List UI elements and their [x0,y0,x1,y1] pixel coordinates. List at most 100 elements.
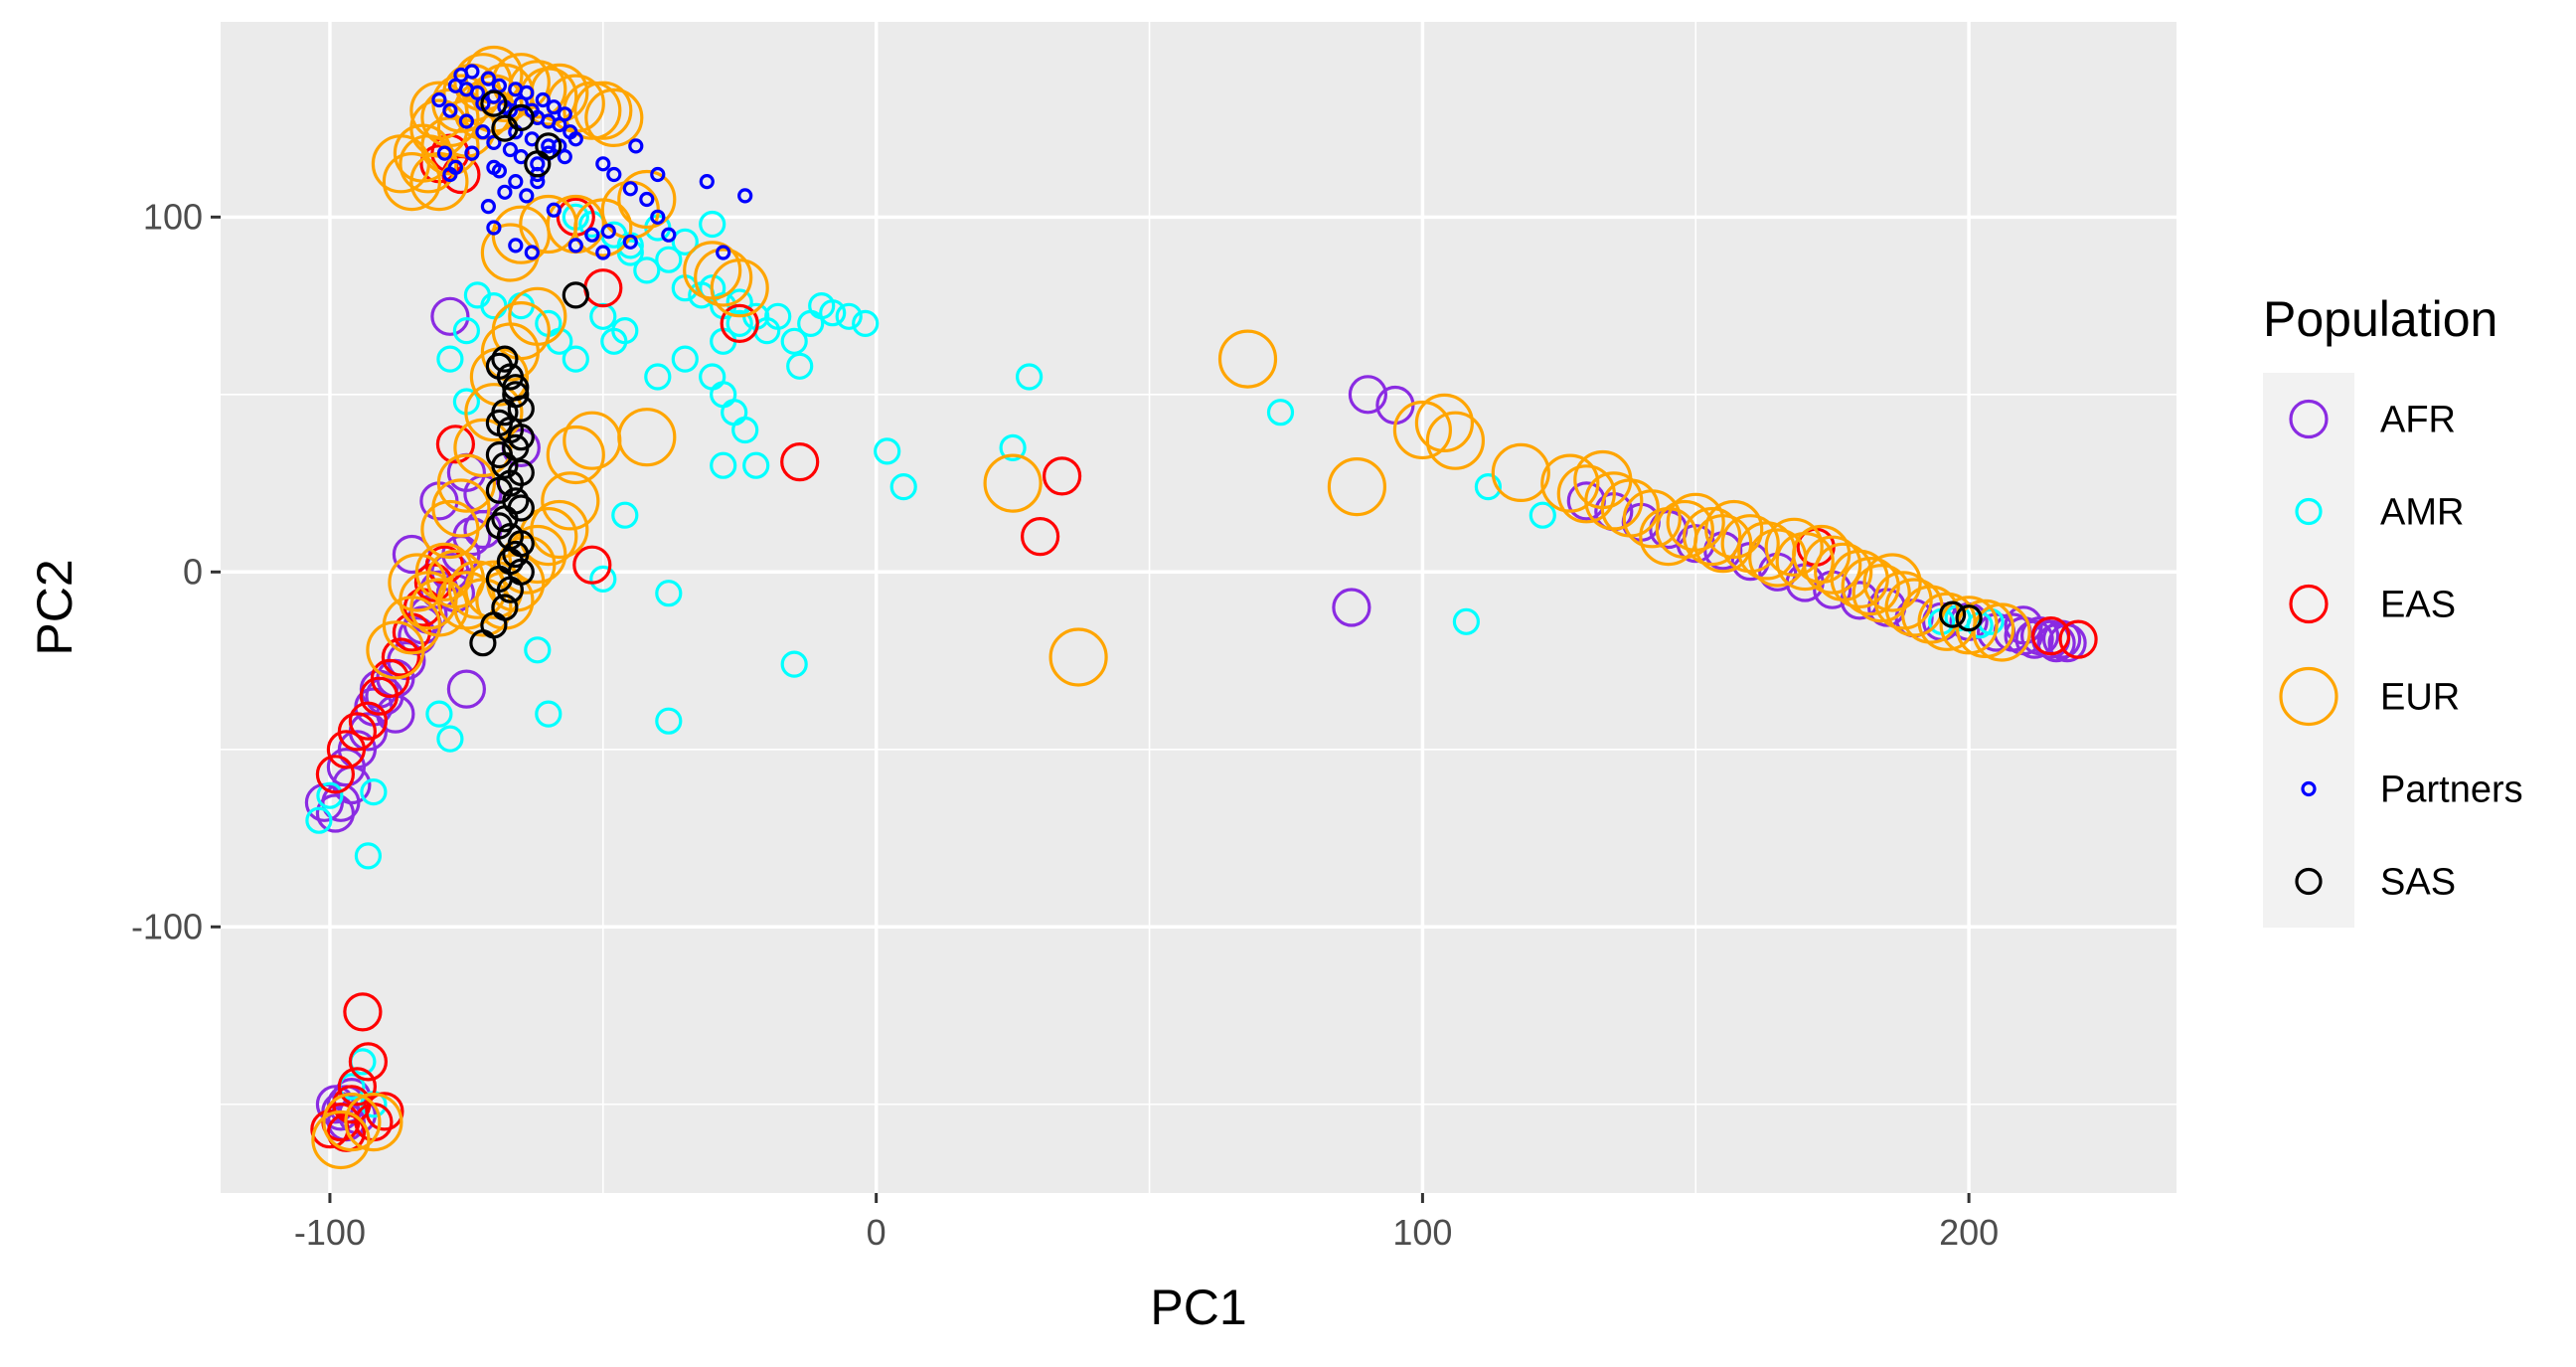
data-point [337,712,377,752]
legend-label: AFR [2380,400,2456,441]
legend-label: SAS [2380,862,2456,904]
data-point [1048,627,1108,687]
legend-label: EUR [2380,677,2460,719]
data-point [436,345,464,373]
data-point [469,629,497,657]
legend-label: AMR [2380,492,2464,534]
data-point [305,806,333,834]
data-point [639,191,655,208]
data-point [452,317,480,345]
data-point [780,650,808,678]
data-point [409,578,469,637]
data-point [541,471,600,531]
data-point [622,234,638,250]
data-point [1042,456,1082,496]
legend-key-partners [2301,780,2317,797]
data-point [431,478,491,538]
x-tick-label: 200 [1939,1212,1999,1253]
data-point [1474,473,1503,501]
data-point [557,149,572,165]
data-point [786,352,814,380]
data-point [1332,588,1371,627]
data-point [436,145,452,161]
data-point [381,637,420,677]
legend-entry-sas: SAS [2295,862,2456,904]
data-point [720,303,759,343]
data-point [589,565,617,594]
data-point [535,91,551,108]
data-point [507,494,535,522]
data-point [1425,411,1486,470]
data-point [435,425,475,464]
data-point [491,345,519,373]
data-point [370,658,409,699]
data-point [1972,602,2031,662]
data-point [485,476,513,504]
data-point [742,451,770,479]
data-point [617,169,677,230]
legend-key-eas [2289,584,2329,624]
data-point [557,106,572,122]
data-point [497,184,513,200]
legend-label: EAS [2380,585,2456,626]
data-point [562,345,589,373]
data-point [546,425,605,485]
data-point [311,1110,371,1170]
data-point [508,238,524,254]
data-point [519,188,535,204]
data-point [343,992,383,1032]
data-point [595,156,611,172]
data-point [453,578,513,637]
data-point [600,224,616,240]
data-point [562,281,589,309]
data-point [633,256,661,284]
data-point [655,246,683,273]
data-point [348,1042,388,1082]
data-point [983,453,1043,513]
data-point [1529,501,1556,529]
data-point [508,174,524,190]
data-point [1655,499,1714,560]
data-point [502,141,519,158]
data-point [731,416,759,444]
legend-entry-eas: EAS [2289,584,2456,626]
data-point [2004,605,2043,645]
data-point [889,473,917,501]
data-point [1348,375,1388,415]
major-gridlines [221,22,2176,1193]
data-point [485,440,513,469]
data-point [584,87,644,148]
data-point [1693,514,1753,574]
data-point [337,1067,377,1107]
data-point [365,1092,404,1131]
data-point [874,437,901,465]
data-point [507,424,535,451]
data-point [611,501,639,529]
data-point [480,199,496,215]
data-point [2014,619,2054,659]
data-point [595,245,611,260]
data-point [671,345,699,373]
data-point [699,174,715,190]
data-point [442,102,458,118]
data-point [1015,363,1044,391]
data-point [1852,564,1911,623]
data-point [2031,615,2071,656]
legend-keys-background [2263,373,2354,928]
data-point [1327,457,1387,517]
data-point [491,301,551,361]
legend-key-afr [2289,399,2329,439]
data-point [442,166,458,183]
data-point [671,228,699,256]
data-point [819,299,847,327]
data-point [764,302,792,330]
data-point [661,227,677,243]
data-point [530,499,589,560]
data-point [507,458,535,486]
data-point [480,89,508,117]
legend-entry-amr: AMR [2295,492,2464,534]
data-point [436,725,464,753]
data-point [464,383,524,442]
data-point [316,781,344,809]
data-point [650,166,666,183]
